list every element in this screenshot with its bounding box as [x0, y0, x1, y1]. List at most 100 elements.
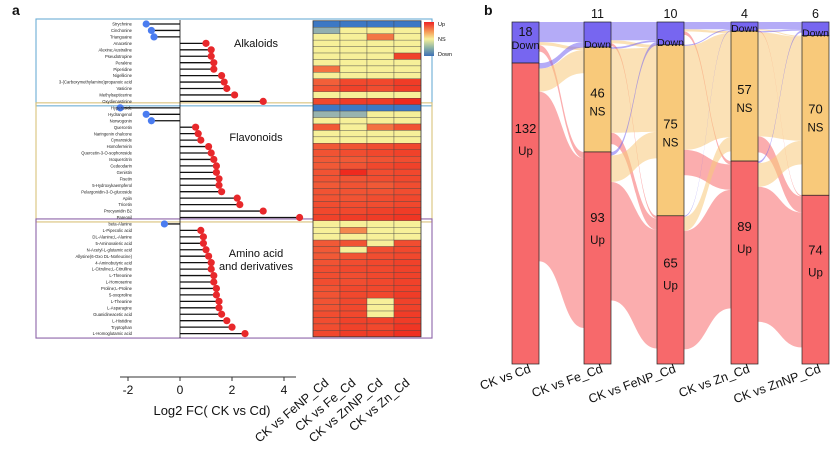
sankey-labels: 18Down132Up11Down46NS93Up10Down75NS65Up4…: [511, 7, 829, 293]
heatmap-cell: [366, 181, 395, 189]
sankey-count-label: 4: [741, 7, 748, 21]
metabolite-name: L-Theanine: [111, 299, 133, 304]
lollipop-point: [233, 194, 241, 202]
heatmap-cell: [366, 78, 395, 86]
sankey-flow: [684, 33, 731, 150]
sankey-count-label: 46: [590, 86, 604, 101]
metabolite-name: Quercetin-3-O-sophoroside: [81, 151, 132, 156]
heatmap-cell: [312, 194, 341, 202]
metabolite-name: L-Homoglutamic acid: [93, 331, 133, 336]
lollipop-point: [207, 149, 215, 157]
heatmap-cell: [312, 59, 341, 67]
lollipop-point: [241, 330, 249, 338]
heatmap-cell: [366, 39, 395, 47]
heatmap-cell: [366, 265, 395, 273]
group-label: and derivatives: [219, 261, 293, 273]
heatmap-cell: [366, 156, 395, 163]
heatmap-cell: [366, 272, 395, 279]
sankey-node: [511, 21, 540, 64]
heatmap-cell: [393, 259, 422, 267]
heatmap-cell: [393, 175, 422, 183]
heatmap-cell: [393, 91, 422, 99]
x-axis: -2 0 2 4 Log2 FC( CK vs Cd): [120, 376, 296, 418]
lollipop-point: [223, 84, 231, 93]
heatmap-cell: [393, 278, 422, 286]
metabolite-name: Strychnine: [112, 22, 132, 27]
heatmap-cell: [393, 33, 422, 41]
heatmap-cell: [366, 162, 395, 170]
heatmap-cell: [339, 207, 368, 215]
sankey-count-label: 75: [663, 116, 677, 131]
sankey-count-label: 93: [590, 210, 604, 225]
metabolite-name: Hyperoside: [111, 105, 133, 110]
heatmap-cell: [366, 201, 395, 208]
lollipop-point: [202, 246, 210, 254]
sankey-flow: [758, 22, 802, 30]
metabolite-name: Oxydienastinine: [102, 99, 132, 104]
heatmap-cell: [339, 98, 368, 105]
heatmap-cell: [339, 65, 368, 73]
heatmap-cell: [393, 272, 422, 279]
heatmap-cell: [312, 310, 341, 318]
metabolite-name: L-Pipecolic acid: [103, 228, 133, 233]
heatmap-cell: [393, 162, 422, 170]
heatmap-cell: [312, 317, 341, 325]
sankey-flow: [611, 132, 657, 230]
heatmap-cell: [393, 252, 422, 260]
sankey-count-label: 11: [591, 7, 604, 21]
heatmap-cell: [312, 72, 341, 79]
heatmap-cell: [339, 330, 368, 337]
lollipop-point: [116, 104, 124, 112]
heatmap-cell: [339, 85, 368, 92]
heatmap-cell: [339, 310, 368, 318]
metabolite-name: Trianguaine: [110, 35, 133, 40]
lollipop-point: [210, 65, 218, 73]
lollipop-point: [236, 201, 244, 209]
lollipop-point: [296, 213, 304, 222]
heatmap-cell: [312, 162, 341, 170]
heatmap-cell: [393, 85, 422, 92]
sankey-flow: [758, 29, 802, 37]
heatmap-cell: [366, 123, 395, 131]
heatmap-cell: [339, 285, 368, 292]
heatmap-cell: [312, 123, 341, 131]
sankey-flow: [684, 30, 731, 217]
heatmap-cell: [366, 149, 395, 157]
heatmap-cell: [393, 123, 422, 131]
heatmap-cell: [339, 117, 368, 125]
sankey-node: [511, 62, 540, 365]
heatmap-cell: [366, 110, 395, 118]
heatmap-cell: [312, 20, 341, 28]
heatmap-cell: [393, 214, 422, 221]
heatmap-cell: [366, 65, 395, 73]
heatmap-cell: [312, 278, 341, 286]
lollipop-point: [147, 26, 155, 35]
x-axis-label: Log2 FC( CK vs Cd): [153, 403, 270, 418]
sankey-category-label: Up: [590, 235, 605, 247]
heatmap-cell: [366, 317, 395, 325]
heatmap-cell: [339, 136, 368, 144]
heatmap-cell: [312, 91, 341, 99]
sankey-flow: [611, 41, 657, 156]
heatmap-legend: Up NS Down: [424, 22, 452, 58]
heatmap-cell: [393, 52, 422, 60]
heatmap-cell: [393, 239, 422, 247]
heatmap-cell: [339, 110, 368, 118]
lollipop-point: [220, 78, 228, 86]
group-box: [35, 218, 433, 339]
heatmap-cell: [339, 194, 368, 202]
group-boxes: [35, 18, 433, 339]
metabolite-name: Hydrangenol: [108, 112, 132, 117]
heatmap-cell: [366, 168, 395, 176]
lollipop-point: [215, 304, 223, 312]
heatmap-cell: [393, 149, 422, 157]
sankey-category-label: Down: [802, 28, 829, 40]
lollipop-point: [207, 46, 215, 54]
sankey-flow: [611, 47, 657, 133]
heatmap-cell: [339, 52, 368, 60]
metabolite-name: Methylsepticerine: [99, 93, 132, 98]
lollipop-point: [212, 284, 220, 293]
heatmap-cell: [312, 117, 341, 125]
